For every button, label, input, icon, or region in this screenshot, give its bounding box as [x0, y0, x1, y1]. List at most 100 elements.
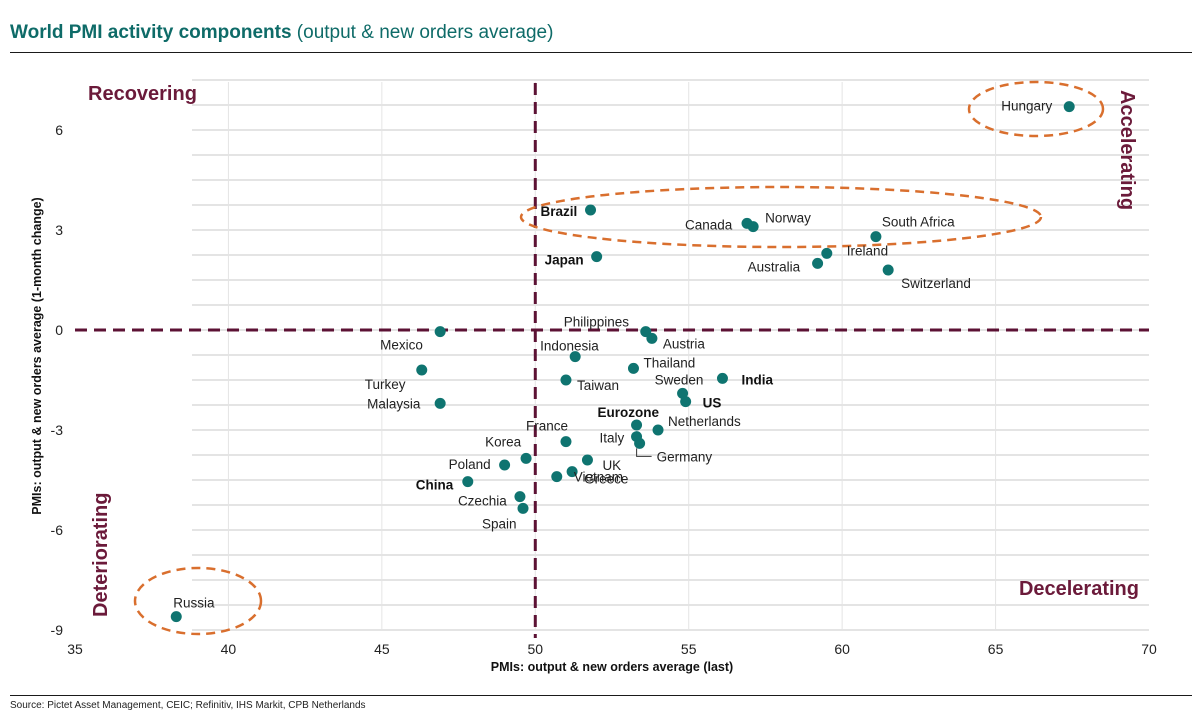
label-malaysia: Malaysia [367, 396, 421, 411]
data-points [170, 101, 1075, 623]
point-russia [170, 611, 182, 623]
x-tick-label: 35 [67, 641, 83, 657]
label-switzerland: Switzerland [901, 276, 971, 291]
scatter-chart: Hungary Brazil Canada Norway South Africa Ire… [30, 79, 1157, 674]
point-japan [591, 251, 603, 263]
point-mexico [434, 326, 446, 338]
y-tick-label: -3 [51, 422, 64, 438]
y-tick-label: 6 [55, 122, 63, 138]
label-philippines: Philippines [564, 315, 630, 330]
title-rest: (output & new orders average) [291, 22, 554, 43]
label-china: China [416, 478, 454, 493]
label-australia: Australia [748, 259, 801, 274]
point-india [716, 372, 728, 384]
label-turkey: Turkey [365, 377, 406, 392]
quadrant-accelerating: Accelerating [1116, 90, 1138, 210]
label-thailand: Thailand [643, 355, 695, 370]
brazil-group-circle [519, 185, 1043, 249]
label-norway: Norway [765, 211, 811, 226]
hungary-circle [967, 80, 1105, 138]
y-axis-label: PMIs: output & new orders average (1-mon… [30, 197, 44, 514]
germany-leader-line [636, 448, 652, 457]
label-mexico: Mexico [380, 338, 423, 353]
gridlines [192, 79, 1149, 631]
label-vietnam: Vietnam [574, 470, 623, 485]
label-italy: Italy [600, 431, 625, 446]
x-tick-label: 55 [681, 641, 697, 657]
label-poland: Poland [449, 457, 491, 472]
point-eurozone [631, 419, 643, 431]
point-australia [812, 257, 824, 269]
point-uk [581, 454, 593, 466]
point-norway [747, 221, 759, 233]
x-tick-label: 70 [1141, 641, 1157, 657]
title-bold: World PMI activity components [10, 22, 292, 43]
point-thailand [627, 362, 639, 374]
label-czechia: Czechia [458, 494, 507, 509]
point-austria [646, 332, 658, 344]
point-germany [634, 437, 646, 449]
label-us: US [703, 396, 722, 411]
axis-ticks: 35 40 45 50 55 60 65 70 -9 -6 -3 0 3 6 [51, 122, 1157, 657]
x-tick-label: 45 [374, 641, 390, 657]
quadrant-deteriorating: Deteriorating [90, 493, 112, 617]
russia-circle [133, 566, 263, 636]
label-canada: Canada [685, 217, 733, 232]
point-czechia [514, 491, 526, 503]
quadrant-recovering: Recovering [88, 83, 197, 105]
label-japan: Japan [545, 253, 584, 268]
point-netherlands [652, 424, 664, 436]
point-brazil [585, 204, 597, 216]
x-tick-label: 50 [527, 641, 543, 657]
point-france [560, 436, 572, 448]
point-indonesia [569, 351, 581, 363]
x-tick-label: 60 [834, 641, 850, 657]
x-tick-label: 40 [221, 641, 237, 657]
point-us [680, 396, 692, 408]
point-taiwan [560, 374, 572, 386]
label-austria: Austria [663, 336, 706, 351]
label-indonesia: Indonesia [540, 339, 599, 354]
label-greece: Greece [584, 472, 628, 487]
label-germany: Germany [657, 449, 713, 464]
point-poland [499, 459, 511, 471]
y-tick-label: 0 [55, 322, 63, 338]
point-switzerland [882, 264, 894, 276]
label-brazil: Brazil [541, 204, 578, 219]
quadrant-decelerating: Decelerating [1019, 578, 1139, 600]
source-note: Source: Pictet Asset Management, CEIC; R… [10, 700, 366, 711]
y-tick-label: -6 [51, 522, 64, 538]
label-south-africa: South Africa [882, 215, 955, 230]
y-tick-label: -9 [51, 622, 64, 638]
point-south-africa [870, 231, 882, 243]
label-netherlands: Netherlands [668, 414, 741, 429]
point-turkey [416, 364, 428, 376]
x-axis-label: PMIs: output & new orders average (last) [491, 660, 733, 674]
point-korea [520, 452, 532, 464]
highlight-circles [133, 80, 1105, 636]
point-ireland [821, 247, 833, 259]
point-labels: Hungary Brazil Canada Norway South Africa Ire… [173, 99, 1052, 611]
point-vietnam [551, 471, 563, 483]
point-china [462, 476, 474, 488]
label-uk: UK [602, 458, 621, 473]
point-sweden [677, 387, 689, 399]
chart-title: World PMI activity components (output & … [10, 22, 553, 44]
label-taiwan: Taiwan [577, 378, 619, 393]
bottom-rule [10, 695, 1192, 696]
point-greece [566, 466, 578, 478]
label-sweden: Sweden [655, 372, 704, 387]
label-spain: Spain [482, 516, 517, 531]
label-ireland: Ireland [847, 243, 888, 258]
y-tick-label: 3 [55, 222, 63, 238]
label-eurozone: Eurozone [598, 405, 660, 420]
label-hungary: Hungary [1001, 99, 1052, 114]
point-malaysia [434, 397, 446, 409]
x-tick-label: 65 [988, 641, 1004, 657]
quadrant-dividers [75, 83, 1149, 638]
label-russia: Russia [173, 596, 215, 611]
point-spain [517, 502, 529, 514]
top-rule [10, 52, 1192, 53]
quadrant-labels: Recovering Decelerating Accelerating Deteri… [88, 83, 1139, 617]
label-france: France [526, 419, 568, 434]
